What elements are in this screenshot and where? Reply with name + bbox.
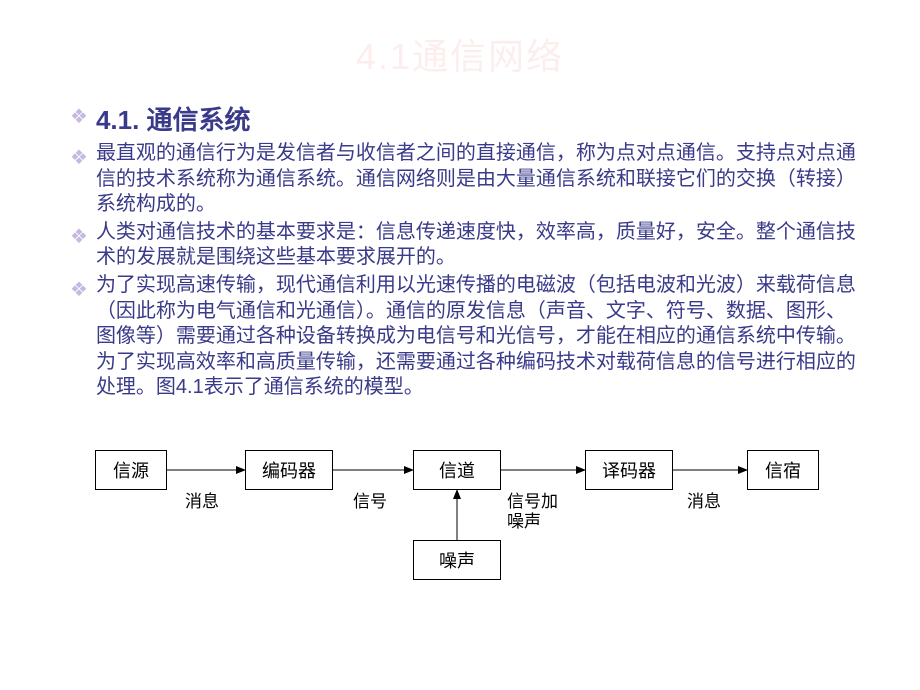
diagram-node-noise: 噪声 xyxy=(413,540,501,580)
communication-system-diagram: 信源 编码器 信道 译码器 信宿噪声 消息 信号 信号加 噪声 消息 xyxy=(95,450,835,650)
diagram-edge-label: 消息 xyxy=(185,492,219,512)
diagram-node-encoder: 编码器 xyxy=(245,450,333,490)
diamond-bullet-icon: ❖ xyxy=(70,277,88,302)
diagram-node-sink: 信宿 xyxy=(747,450,819,490)
paragraph-row: ❖ 最直观的通信行为是发信者与收信者之间的直接通信，称为点对点通信。支持点对点通… xyxy=(70,141,860,218)
paragraph-text: 为了实现高速传输，现代通信利用以光速传播的电磁波（包括电波和光波）来载荷信息（因… xyxy=(96,273,860,401)
diamond-bullet-icon: ❖ xyxy=(70,145,88,170)
background-title: 4.1通信网络 xyxy=(0,28,920,80)
paragraph-text: 人类对通信技术的基本要求是：信息传递速度快，效率高，质量好，安全。整个通信技术的… xyxy=(96,220,860,271)
paragraph-text: 最直观的通信行为是发信者与收信者之间的直接通信，称为点对点通信。支持点对点通信的… xyxy=(96,141,860,218)
diamond-bullet-icon: ❖ xyxy=(70,224,88,249)
diagram-edge-label: 消息 xyxy=(687,492,721,512)
diagram-node-decoder: 译码器 xyxy=(585,450,673,490)
diamond-bullet-icon: ❖ xyxy=(70,104,88,129)
diagram-edge-label: 信号 xyxy=(353,492,387,512)
section-heading: 4.1. 通信系统 xyxy=(96,100,251,137)
diagram-node-src: 信源 xyxy=(95,450,167,490)
diagram-node-channel: 信道 xyxy=(413,450,501,490)
main-content: ❖ 4.1. 通信系统 ❖ 最直观的通信行为是发信者与收信者之间的直接通信，称为… xyxy=(70,100,860,403)
paragraph-row: ❖ 人类对通信技术的基本要求是：信息传递速度快，效率高，质量好，安全。整个通信技… xyxy=(70,220,860,271)
section-heading-row: ❖ 4.1. 通信系统 xyxy=(70,100,860,137)
paragraph-row: ❖ 为了实现高速传输，现代通信利用以光速传播的电磁波（包括电波和光波）来载荷信息… xyxy=(70,273,860,401)
diagram-edge-label: 信号加 噪声 xyxy=(507,492,558,531)
